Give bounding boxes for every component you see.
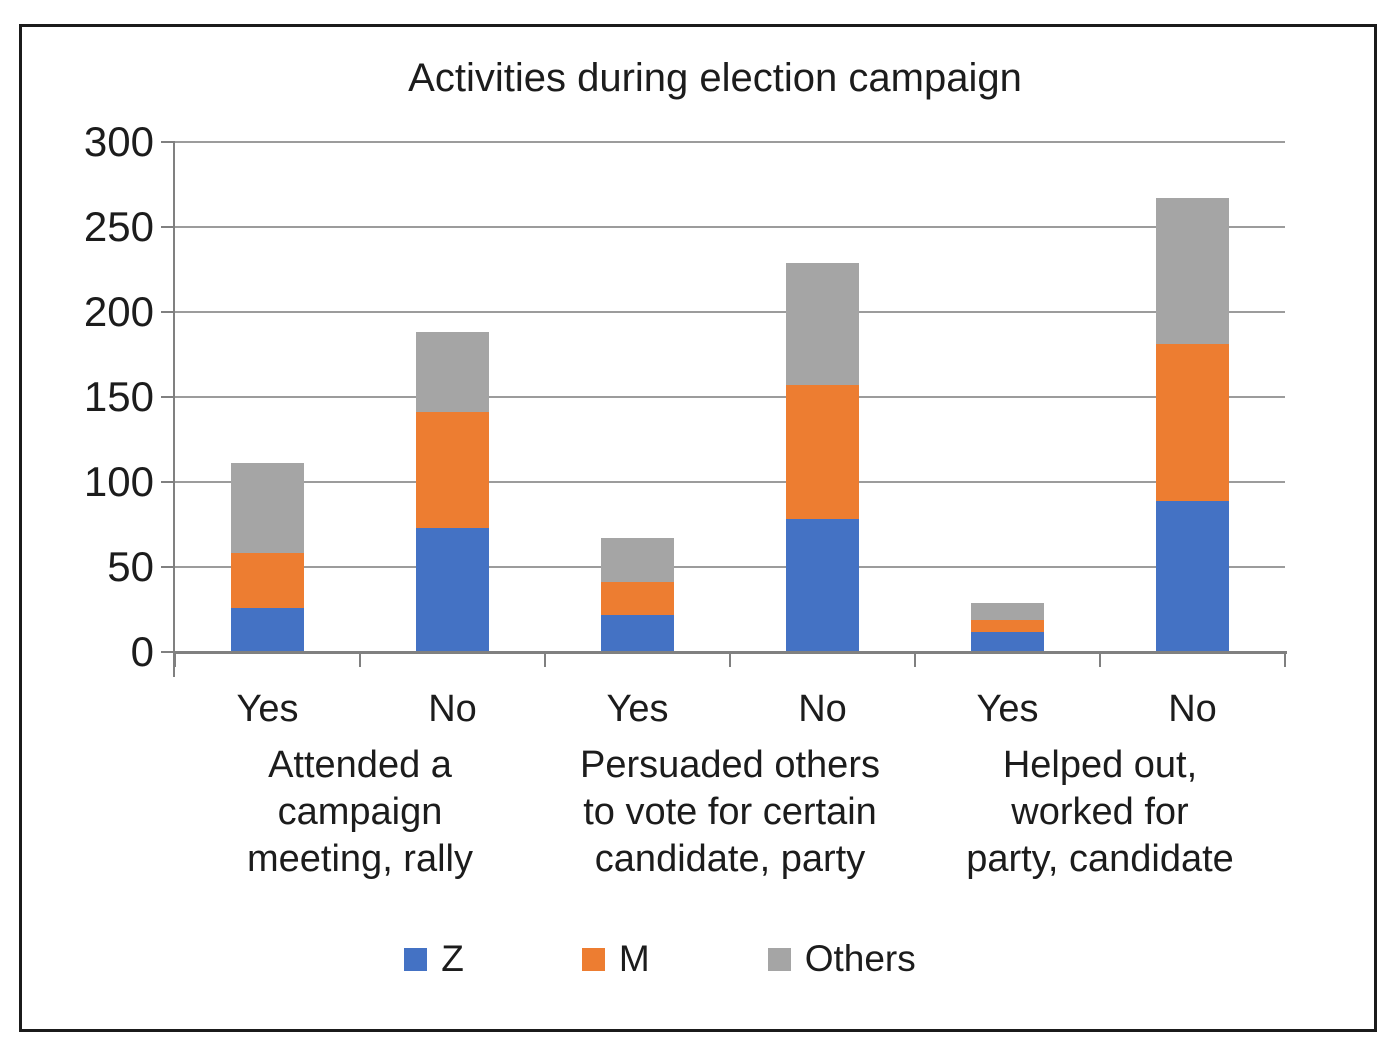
chart-title: Activities during election campaign bbox=[408, 56, 1022, 100]
gridline bbox=[175, 481, 1285, 483]
legend-swatch bbox=[581, 947, 605, 971]
bar-segment-z bbox=[231, 607, 304, 652]
gridline bbox=[175, 226, 1285, 228]
category-label: Yes bbox=[606, 688, 669, 730]
group-label: Attended a campaign meeting, rally bbox=[150, 742, 570, 883]
group-label-line: party, candidate bbox=[966, 838, 1234, 880]
y-tick-label: 150 bbox=[83, 373, 154, 420]
bar-segment-others bbox=[231, 463, 304, 554]
group-label: Persuaded others to vote for certain candi… bbox=[520, 742, 940, 883]
bar-segment-m bbox=[1156, 344, 1229, 501]
y-tick-mark bbox=[161, 651, 175, 653]
y-tick-label: 100 bbox=[83, 458, 154, 505]
category-label: No bbox=[798, 688, 847, 730]
legend-item: Others bbox=[767, 938, 916, 980]
y-tick-mark bbox=[161, 396, 175, 398]
group-label-line: Helped out, bbox=[1002, 744, 1198, 786]
bar-segment-z bbox=[416, 527, 489, 652]
y-tick-label: 200 bbox=[83, 288, 154, 335]
bar-segment-z bbox=[601, 614, 674, 652]
gridline bbox=[175, 311, 1285, 313]
legend-item: Z bbox=[404, 938, 464, 980]
group-label-line: candidate, party bbox=[594, 838, 866, 880]
bar-segment-others bbox=[786, 262, 859, 386]
group-label-line: Persuaded others bbox=[580, 744, 880, 786]
x-tick-mark bbox=[359, 652, 361, 667]
y-tick-mark bbox=[161, 141, 175, 143]
bar-segment-m bbox=[601, 582, 674, 615]
group-label-line: worked for bbox=[1011, 791, 1189, 833]
gridline bbox=[175, 566, 1285, 568]
category-label: No bbox=[428, 688, 477, 730]
x-tick-mark bbox=[1284, 652, 1286, 667]
group-label-line: meeting, rally bbox=[247, 838, 473, 880]
bar-segment-m bbox=[971, 619, 1044, 632]
y-tick-mark bbox=[161, 311, 175, 313]
category-label: Yes bbox=[236, 688, 299, 730]
legend: Z M Others bbox=[60, 932, 1260, 986]
y-tick-mark bbox=[161, 566, 175, 568]
y-tick-label: 300 bbox=[83, 118, 154, 165]
group-label-line: campaign bbox=[277, 791, 443, 833]
bar-segment-z bbox=[786, 519, 859, 652]
gridline bbox=[175, 141, 1285, 143]
category-label: Yes bbox=[976, 688, 1039, 730]
x-tick-mark bbox=[729, 652, 731, 667]
bar-segment-z bbox=[1156, 500, 1229, 652]
legend-label: Z bbox=[441, 938, 464, 979]
y-axis-line bbox=[173, 141, 175, 677]
bar-segment-others bbox=[971, 602, 1044, 620]
bar-segment-others bbox=[1156, 198, 1229, 345]
y-tick-mark bbox=[161, 226, 175, 228]
x-tick-mark bbox=[1099, 652, 1101, 667]
bar-segment-m bbox=[231, 553, 304, 608]
bar-segment-others bbox=[416, 332, 489, 413]
bar-segment-m bbox=[786, 385, 859, 520]
bar-segment-z bbox=[971, 631, 1044, 652]
x-tick-mark bbox=[544, 652, 546, 667]
y-tick-label: 250 bbox=[83, 203, 154, 250]
x-tick-mark bbox=[914, 652, 916, 667]
group-label-line: to vote for certain bbox=[583, 791, 877, 833]
y-tick-mark bbox=[161, 481, 175, 483]
legend-swatch bbox=[404, 947, 428, 971]
x-axis-line bbox=[173, 651, 1287, 654]
legend-swatch bbox=[767, 947, 791, 971]
group-label: Helped out, worked for party, candidate bbox=[890, 742, 1310, 883]
bar-segment-m bbox=[416, 412, 489, 528]
legend-label: M bbox=[618, 938, 650, 979]
x-tick-mark bbox=[174, 652, 176, 667]
gridline bbox=[175, 396, 1285, 398]
y-tick-label: 50 bbox=[107, 543, 154, 590]
legend-label: Others bbox=[804, 938, 916, 979]
y-tick-label: 0 bbox=[130, 628, 154, 675]
legend-item: M bbox=[581, 938, 650, 980]
category-label: No bbox=[1168, 688, 1217, 730]
bar-segment-others bbox=[601, 538, 674, 583]
group-label-line: Attended a bbox=[268, 744, 452, 786]
